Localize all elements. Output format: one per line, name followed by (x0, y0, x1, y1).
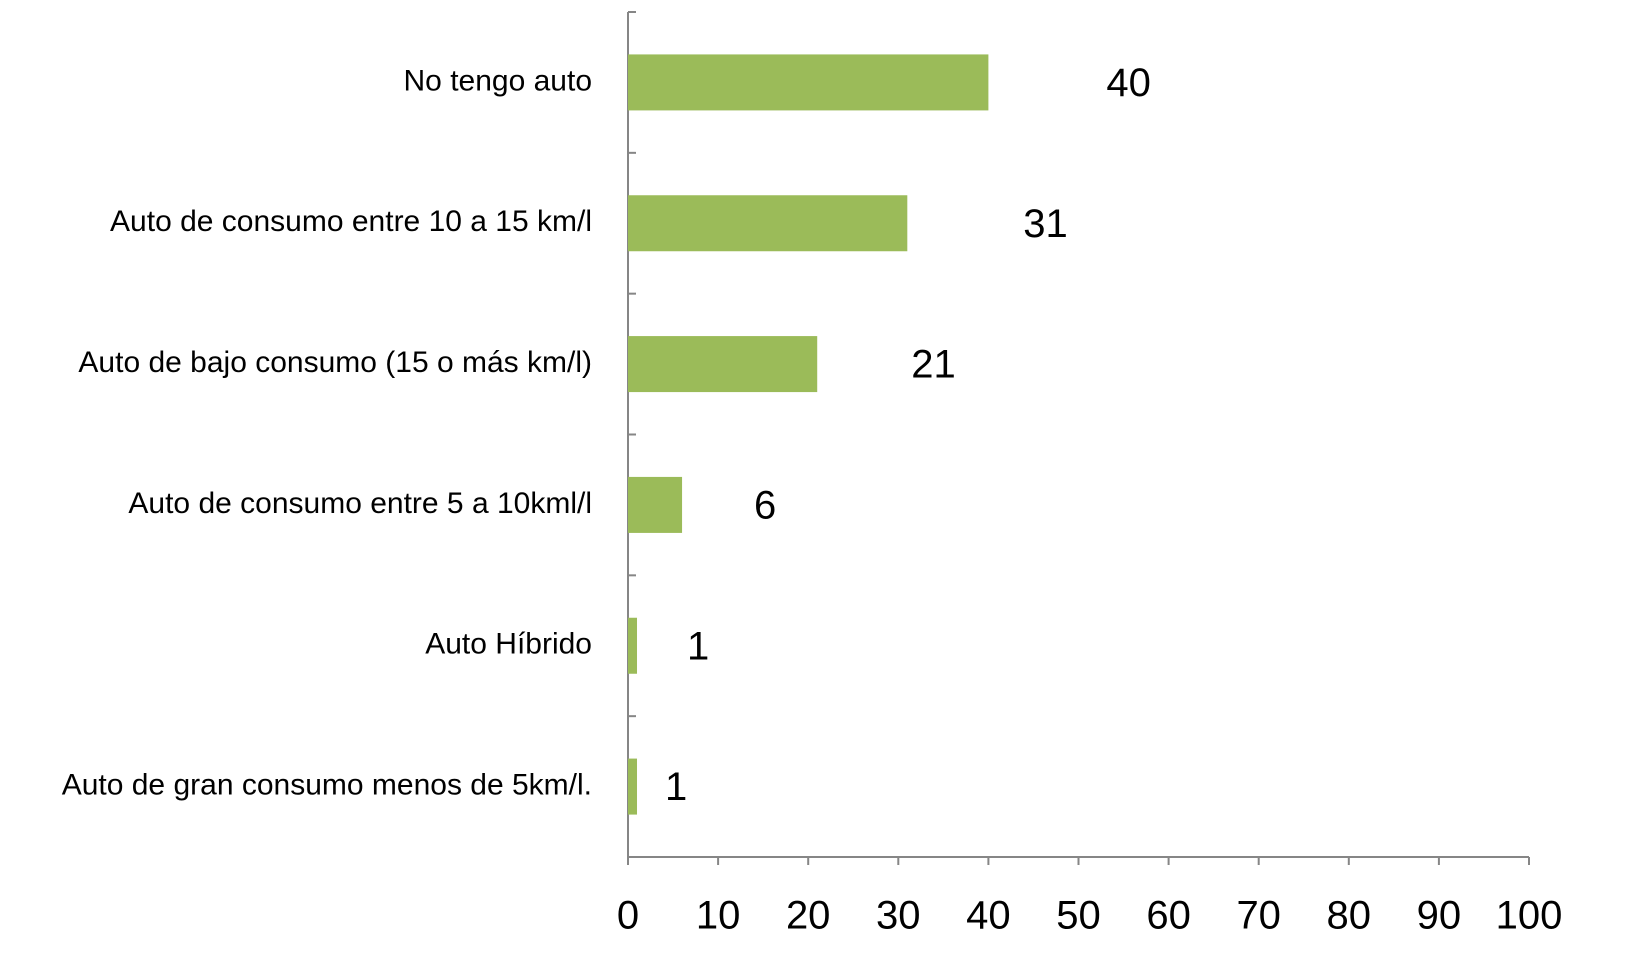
bar (628, 758, 638, 815)
category-label: Auto de consumo entre 10 a 15 km/l (110, 205, 592, 238)
x-tick-label: 0 (617, 894, 639, 938)
bar (628, 476, 683, 533)
data-label: 1 (687, 624, 709, 668)
bar (628, 617, 638, 674)
data-label: 6 (754, 483, 776, 527)
x-tick-label: 10 (696, 894, 741, 938)
x-tick-label: 20 (786, 894, 831, 938)
category-label: Auto Híbrido (425, 628, 592, 661)
x-tick-label: 100 (1496, 894, 1563, 938)
data-label: 1 (665, 765, 687, 809)
category-label: No tengo auto (404, 64, 592, 97)
data-label: 21 (911, 343, 956, 387)
x-tick-label: 70 (1236, 894, 1281, 938)
category-label: Auto de consumo entre 5 a 10kml/l (128, 487, 592, 520)
data-label: 40 (1106, 61, 1151, 105)
x-tick-label: 30 (876, 894, 921, 938)
x-tick-label: 60 (1146, 894, 1191, 938)
x-tick-label: 80 (1327, 894, 1372, 938)
category-label: Auto de gran consumo menos de 5km/l. (62, 769, 592, 802)
x-tick-label: 50 (1056, 894, 1101, 938)
bar (628, 195, 908, 252)
bar (628, 54, 989, 111)
x-tick-label: 90 (1417, 894, 1462, 938)
x-tick-label: 40 (966, 894, 1011, 938)
category-label: Auto de bajo consumo (15 o más km/l) (78, 346, 592, 379)
data-label: 31 (1023, 202, 1068, 246)
bar (628, 336, 818, 393)
